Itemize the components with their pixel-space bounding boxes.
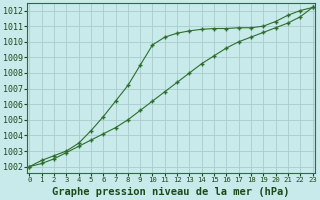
X-axis label: Graphe pression niveau de la mer (hPa): Graphe pression niveau de la mer (hPa) (52, 187, 290, 197)
